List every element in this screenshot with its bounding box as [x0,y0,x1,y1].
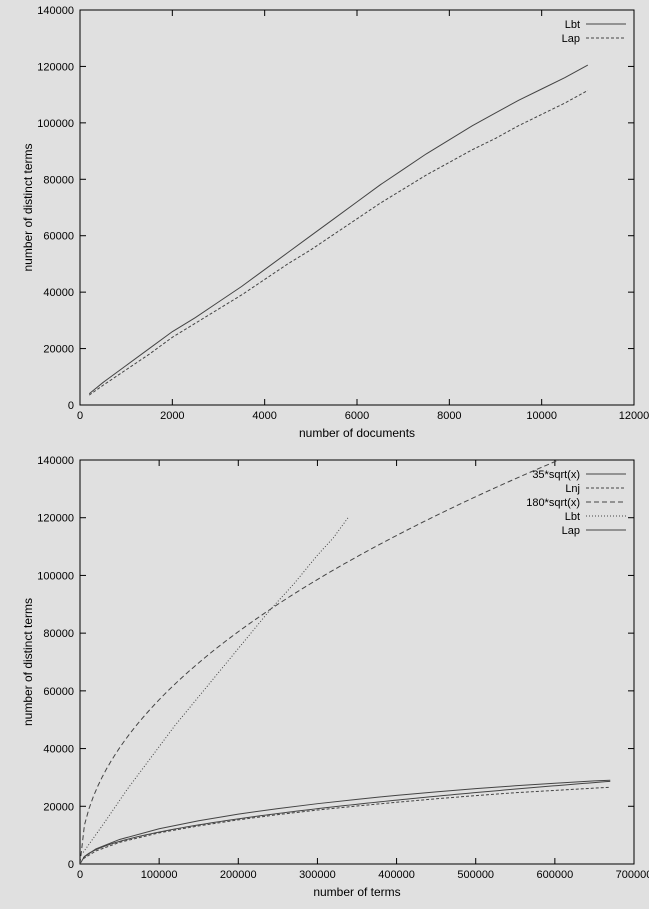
y-tick-label: 140000 [37,5,74,17]
y-tick-label: 100000 [37,118,74,130]
x-tick-label: 6000 [345,410,369,422]
x-tick-label: 0 [77,869,83,881]
x-tick-label: 12000 [619,410,649,422]
page: 0200040006000800010000120000200004000060… [0,0,649,909]
legend-label: Lap [562,33,580,45]
y-tick-label: 40000 [43,287,74,299]
plot-frame [80,10,634,405]
x-tick-label: 4000 [252,410,276,422]
y-tick-label: 20000 [43,801,74,813]
x-tick-label: 8000 [437,410,461,422]
y-tick-label: 80000 [43,174,74,186]
legend-label: Lap [562,525,580,537]
y-tick-label: 120000 [37,61,74,73]
y-tick-label: 40000 [43,744,74,756]
y-tick-label: 120000 [37,513,74,525]
legend-label: 35*sqrt(x) [532,469,580,481]
chart2: 0100000200000300000400000500000600000700… [0,450,649,909]
x-tick-label: 0 [77,410,83,422]
chart1: 0200040006000800010000120000200004000060… [0,0,649,450]
legend-label: 180*sqrt(x) [526,497,580,509]
y-axis-label: number of distinct terms [21,598,35,726]
legend-label: Lnj [565,483,580,495]
y-tick-label: 80000 [43,628,74,640]
x-axis-label: number of documents [299,426,415,440]
x-tick-label: 100000 [141,869,178,881]
x-axis-label: number of terms [313,885,400,899]
legend-label: Lbt [565,19,580,31]
y-tick-label: 0 [68,859,74,871]
legend-label: Lbt [565,511,580,523]
y-tick-label: 140000 [37,455,74,467]
y-tick-label: 0 [68,400,74,412]
y-tick-label: 20000 [43,344,74,356]
x-tick-label: 10000 [526,410,557,422]
y-tick-label: 100000 [37,570,74,582]
x-tick-label: 500000 [457,869,494,881]
x-tick-label: 700000 [616,869,649,881]
plot-frame [80,460,634,864]
y-tick-label: 60000 [43,686,74,698]
y-tick-label: 60000 [43,231,74,243]
y-axis-label: number of distinct terms [21,143,35,271]
x-tick-label: 600000 [536,869,573,881]
x-tick-label: 400000 [378,869,415,881]
x-tick-label: 300000 [299,869,336,881]
x-tick-label: 200000 [220,869,257,881]
x-tick-label: 2000 [160,410,184,422]
